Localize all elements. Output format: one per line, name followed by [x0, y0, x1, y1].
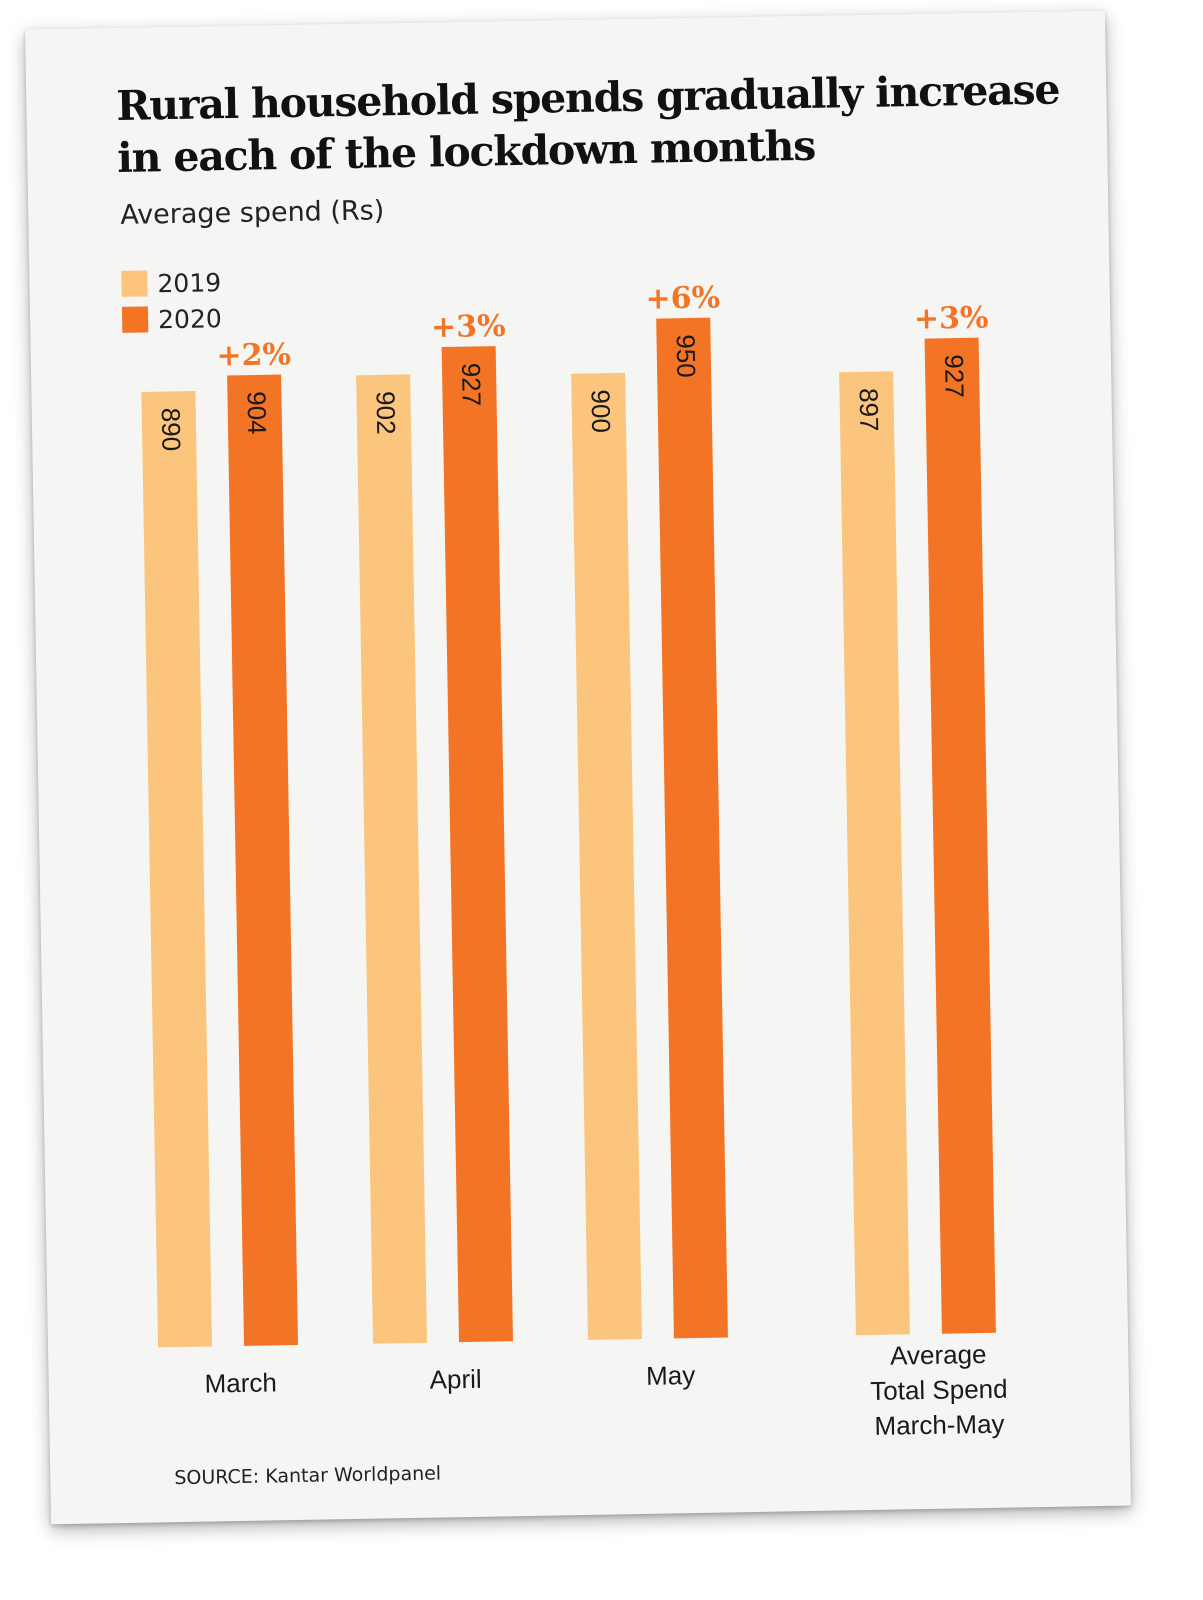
bar-2019-2 — [571, 372, 642, 1340]
category-label-1: April — [429, 1364, 482, 1395]
bar-2019-0 — [141, 391, 213, 1348]
change-annotation-3: +3% — [914, 300, 989, 336]
value-label-2020-3: 927 — [939, 354, 970, 398]
source-note: SOURCE: Kantar Worldpanel — [174, 1462, 442, 1490]
bar-2020-0 — [227, 374, 299, 1346]
category-label-3: AverageTotal SpendMarch-May — [869, 1339, 1008, 1441]
bar-2020-3 — [924, 337, 996, 1334]
value-label-2019-3: 897 — [854, 388, 885, 432]
change-annotation-0: +2% — [216, 337, 291, 373]
change-annotation-2: +6% — [645, 280, 720, 316]
bar-2020-1 — [441, 346, 514, 1343]
value-label-2019-2: 900 — [586, 389, 617, 433]
value-label-2020-0: 904 — [242, 391, 273, 435]
value-label-2019-0: 890 — [156, 408, 187, 452]
value-label-2020-1: 927 — [456, 363, 487, 407]
value-label-2020-2: 950 — [671, 334, 702, 378]
change-annotation-1: +3% — [431, 309, 506, 345]
bar-chart: 890 904 +2% March 902 927 +3% April 900 950 +6% May… — [141, 280, 1008, 1441]
bar-2019-1 — [356, 374, 428, 1344]
bar-2020-2 — [656, 317, 728, 1339]
bar-2019-3 — [839, 371, 910, 1336]
category-label-2: May — [646, 1360, 696, 1391]
value-label-2019-1: 902 — [371, 391, 402, 435]
category-label-0: March — [204, 1367, 277, 1398]
chart-card: Rural household spends gradually increas… — [25, 10, 1131, 1525]
